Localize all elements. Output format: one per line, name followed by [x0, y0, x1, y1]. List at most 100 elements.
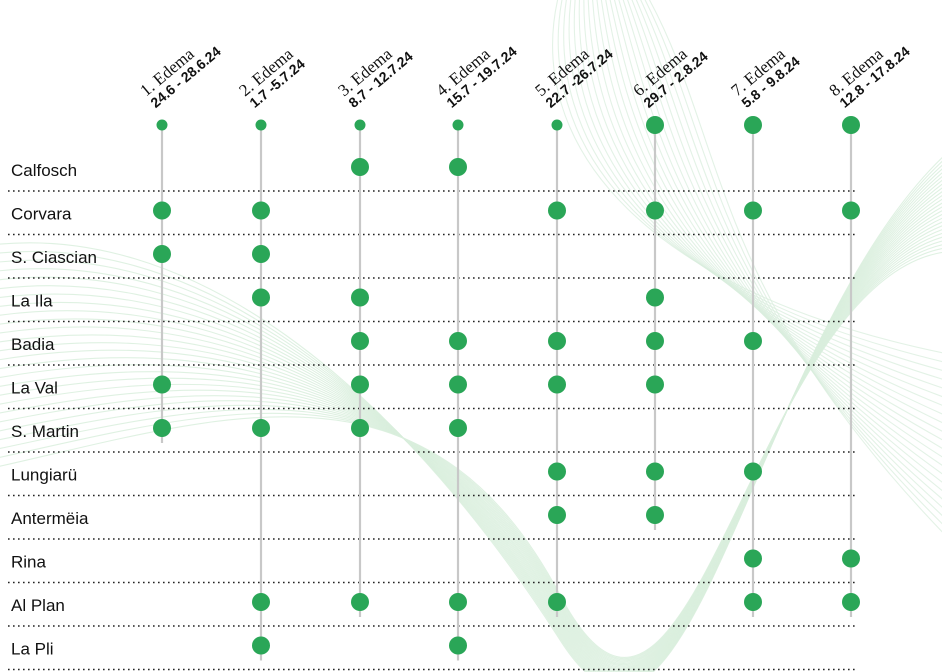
- wave-line: [609, 0, 942, 458]
- schedule-dot: [646, 506, 664, 524]
- wave-line: [0, 187, 942, 672]
- schedule-dot: [449, 158, 467, 176]
- wave-line: [552, 0, 942, 354]
- wave-line: [0, 199, 942, 672]
- schedule-dot: [351, 332, 369, 350]
- schedule-dot: [153, 375, 171, 394]
- wave-line: [644, 0, 942, 525]
- schedule-dot: [548, 201, 566, 220]
- wave-line: [0, 248, 942, 660]
- schedule-dot: [646, 201, 664, 220]
- wave-line: [0, 176, 942, 672]
- week-start-dot: [646, 116, 664, 134]
- wave-line: [0, 252, 942, 658]
- place-label: La Pli: [11, 640, 54, 659]
- week-start-dot: [842, 116, 860, 134]
- wave-line: [0, 214, 942, 670]
- week-start-dot: [551, 119, 563, 131]
- wave-line: [0, 218, 942, 669]
- wave-line: [0, 240, 942, 662]
- wave-line: [600, 0, 942, 441]
- wave-line: [640, 0, 942, 516]
- schedule-dots: [153, 116, 860, 655]
- schedule-dot: [548, 462, 566, 481]
- wave-line: [0, 164, 942, 672]
- schedule-dot: [744, 549, 762, 568]
- schedule-dot: [646, 288, 664, 307]
- schedule-dot: [351, 419, 369, 437]
- schedule-dot: [744, 201, 762, 220]
- schedule-dot: [548, 332, 566, 350]
- schedule-dot: [744, 593, 762, 611]
- schedule-dot: [449, 593, 467, 611]
- place-labels: Calfosch Corvara S. Ciascian La Ila Badia La …: [11, 161, 97, 659]
- wave-line: [0, 183, 942, 672]
- schedule-dot: [449, 419, 467, 437]
- schedule-dot: [252, 636, 270, 655]
- place-label: S. Ciascian: [11, 248, 97, 267]
- schedule-dot: [351, 375, 369, 394]
- wave-line: [0, 168, 942, 672]
- schedule-dot: [842, 201, 860, 220]
- schedule-dot: [842, 593, 860, 611]
- schedule-dot: [646, 332, 664, 350]
- wave-line: [618, 0, 942, 475]
- place-label: Calfosch: [11, 161, 77, 180]
- wave-line: [0, 244, 942, 661]
- schedule-dot: [252, 201, 270, 220]
- place-label: Al Plan: [11, 596, 65, 615]
- wave-line: [0, 206, 942, 672]
- schedule-dot: [449, 636, 467, 655]
- schedule-dot: [153, 245, 171, 263]
- week-start-dot: [354, 119, 366, 131]
- wave-line: [0, 210, 942, 671]
- place-label: La Ila: [11, 292, 53, 311]
- wave-line: [648, 0, 942, 533]
- schedule-dot: [252, 245, 270, 263]
- wave-line: [0, 202, 942, 672]
- wave-line: [622, 0, 942, 483]
- wave-line: [0, 233, 942, 664]
- place-label: S. Martin: [11, 422, 79, 441]
- schedule-dot: [351, 288, 369, 307]
- wave-line: [613, 0, 942, 466]
- schedule-dot: [252, 593, 270, 611]
- wave-line: [635, 0, 942, 508]
- schedule-dot: [548, 593, 566, 611]
- wave-line: [596, 0, 942, 432]
- wave-line: [592, 0, 942, 424]
- place-label: Antermëia: [11, 509, 89, 528]
- place-label: Rina: [11, 553, 47, 572]
- place-label: La Val: [11, 379, 58, 398]
- schedule-dot: [153, 201, 171, 220]
- schedule-dot: [646, 462, 664, 481]
- wave-line: [0, 157, 942, 672]
- wave-line: [605, 0, 942, 449]
- wave-line: [0, 225, 942, 667]
- schedule-dot: [153, 419, 171, 437]
- wave-line: [631, 0, 942, 500]
- schedule-dot: [449, 375, 467, 394]
- wave-line: [568, 0, 942, 380]
- schedule-dot: [842, 549, 860, 568]
- week-start-dot: [255, 119, 267, 131]
- schedule-dot: [351, 593, 369, 611]
- wave-line: [0, 180, 942, 672]
- schedule-dot: [646, 375, 664, 394]
- schedule-dot: [252, 288, 270, 307]
- schedule-dot: [548, 506, 566, 524]
- place-label: Corvara: [11, 205, 72, 224]
- schedule-dot: [449, 332, 467, 350]
- week-start-dot: [156, 119, 168, 131]
- wave-line: [627, 0, 942, 492]
- schedule-dot: [252, 419, 270, 437]
